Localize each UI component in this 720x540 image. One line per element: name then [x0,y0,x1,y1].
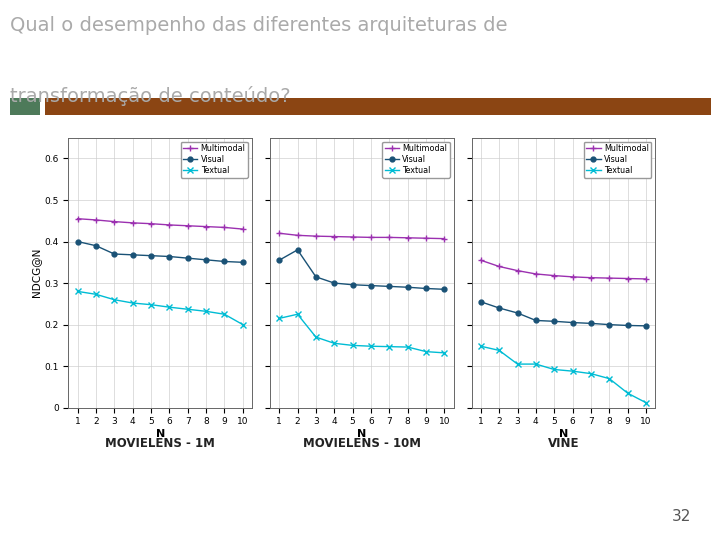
Legend: Multimodal, Visual, Textual: Multimodal, Visual, Textual [181,141,248,178]
Text: MOVIELENS - 1M: MOVIELENS - 1M [105,437,215,450]
X-axis label: N: N [156,429,165,439]
Legend: Multimodal, Visual, Textual: Multimodal, Visual, Textual [382,141,449,178]
Text: Qual o desempenho das diferentes arquiteturas de: Qual o desempenho das diferentes arquite… [10,16,508,35]
X-axis label: N: N [559,429,568,439]
Text: transformação de conteúdo?: transformação de conteúdo? [10,86,291,106]
Text: MOVIELENS - 10M: MOVIELENS - 10M [303,437,420,450]
Legend: Multimodal, Visual, Textual: Multimodal, Visual, Textual [584,141,651,178]
X-axis label: N: N [357,429,366,439]
Text: 32: 32 [672,509,691,524]
Text: VINE: VINE [548,437,579,450]
Y-axis label: NDCG@N: NDCG@N [32,248,42,298]
